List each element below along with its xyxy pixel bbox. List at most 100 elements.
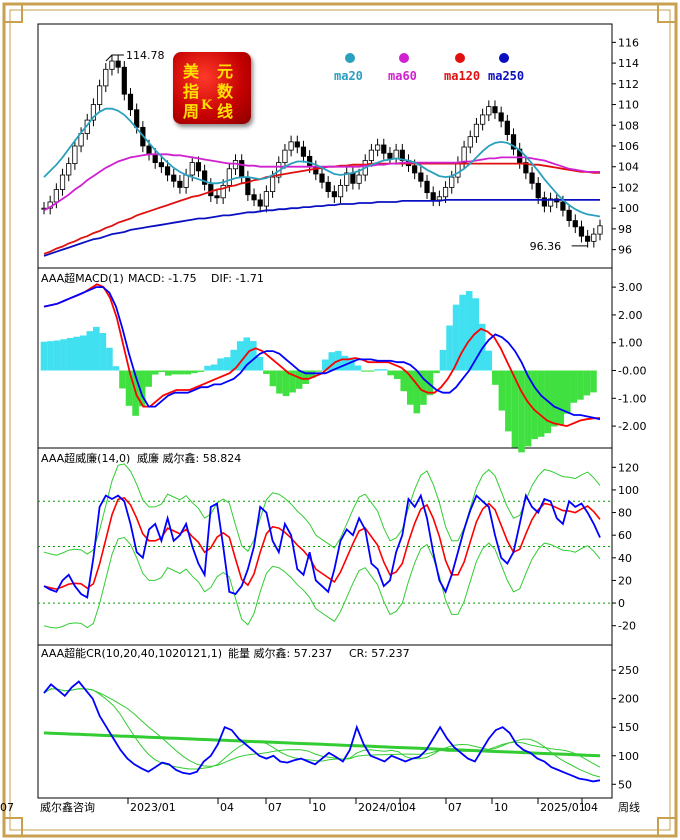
price-candle (158, 162, 164, 168)
cr-axis-tick-3: 100 (618, 750, 639, 763)
wr-axis-tick-1: 100 (618, 484, 639, 497)
price-candle (164, 166, 171, 176)
price-candle (90, 104, 97, 121)
price-candle (127, 93, 134, 111)
macd-histogram-bar (563, 370, 571, 414)
macd-histogram-bar (577, 370, 584, 400)
macd-histogram-bar (263, 370, 270, 374)
price-candle (337, 184, 344, 198)
dif-value-label: DIF: -1.71 (211, 272, 264, 285)
logo-char-4: 数 (217, 82, 234, 101)
logo-char-5: 周 (183, 102, 200, 121)
macd-histogram-bar (315, 370, 323, 372)
macd-histogram-bar (426, 370, 434, 396)
macd-histogram-bar (295, 370, 303, 389)
cr-ma-short (43, 688, 601, 778)
macd-histogram-bar (99, 332, 107, 371)
macd-histogram-bar (557, 370, 565, 425)
macd-histogram-bar (420, 370, 427, 405)
ma20-line (43, 107, 601, 218)
price-axis-tick-0: 116 (618, 36, 639, 49)
price-candle (152, 153, 158, 163)
cr-axis-tick-1: 200 (618, 693, 639, 706)
price-candle (368, 149, 375, 161)
macd-histogram-bar (465, 291, 473, 371)
macd-histogram-bar (79, 335, 87, 371)
wr-axis-tick-3: 60 (618, 529, 632, 542)
price-candle (381, 144, 387, 154)
price-candle (430, 192, 436, 201)
macd-histogram-bar (550, 370, 558, 427)
price-candle (319, 173, 325, 183)
x-tick-1: 2023/01 (130, 801, 176, 814)
ma60-line (43, 153, 600, 212)
macd-histogram-bar (570, 370, 578, 403)
price-candle (134, 109, 140, 128)
legend-ma20: ma20 (334, 69, 363, 83)
price-candle (436, 196, 442, 201)
price-candle (578, 226, 585, 237)
price-axis-tick-6: 104 (618, 161, 639, 174)
macd-histogram-bar (158, 370, 166, 373)
price-axis-tick-5: 106 (618, 140, 639, 153)
x-tick-4: 10 (312, 801, 326, 814)
macd-histogram-bar (321, 359, 329, 371)
macd-histogram-bar (505, 370, 512, 432)
price-candle (572, 220, 578, 228)
ma250-line (43, 198, 600, 257)
macd-histogram-bar (452, 304, 460, 371)
price-candle (66, 163, 72, 176)
wr-value-label: 威廉 威尔鑫: 58.824 (137, 451, 241, 465)
price-candle (208, 183, 214, 197)
price-candle (72, 145, 78, 165)
price-candle (171, 174, 177, 182)
price-candle (115, 60, 121, 68)
legend-dot-ma250 (499, 53, 509, 63)
macd-histogram-bar (47, 341, 54, 371)
price-candle (412, 165, 418, 174)
macd-histogram-bar (106, 347, 113, 371)
logo-char-3: 指 (183, 82, 200, 101)
macd-histogram-bar (348, 357, 355, 371)
price-candle (183, 174, 189, 188)
macd-value-label: MACD: -1.75 (128, 272, 197, 285)
x-tick-11: 07 (0, 801, 14, 814)
price-axis-tick-1: 114 (618, 57, 639, 70)
cr-axis-tick-4: 50 (618, 778, 632, 791)
macd-histogram-bar (446, 325, 453, 371)
macd-histogram-bar (60, 339, 67, 371)
macd-histogram-bar (204, 365, 211, 371)
macd-histogram-bar (459, 294, 466, 371)
macd-axis-tick-0: 3.00 (618, 281, 643, 294)
price-candle (103, 68, 109, 87)
macd-histogram-bar (393, 370, 401, 379)
price-axis-tick-3: 110 (618, 99, 639, 112)
low-label: 96.36 (530, 240, 562, 253)
price-candle (461, 146, 467, 163)
legend-ma60: ma60 (388, 69, 417, 83)
macd-histogram-bar (230, 349, 237, 371)
macd-histogram-bar (511, 370, 519, 448)
price-candle (442, 187, 449, 198)
high-label: 114.78 (126, 49, 165, 62)
price-candle (220, 184, 226, 199)
macd-axis-tick-5: -2.00 (618, 420, 646, 433)
macd-histogram-bar (223, 357, 231, 371)
frame-corner-ornament-1 (657, 3, 677, 23)
macd-histogram-bar (145, 370, 152, 387)
price-candle (424, 180, 430, 194)
price-candle (449, 176, 455, 188)
price-axis-tick-2: 112 (618, 78, 639, 91)
macd-histogram-bar (138, 370, 146, 407)
x-tick-2: 04 (220, 801, 234, 814)
legend-ma120: ma120 (444, 69, 480, 83)
price-candle (393, 149, 399, 159)
legend-dot-ma20 (345, 53, 355, 63)
price-candle (591, 233, 597, 242)
price-candle (121, 66, 127, 95)
price-candle (547, 198, 554, 207)
macd-histogram-bar (361, 370, 368, 372)
price-candle (59, 174, 66, 190)
price-candle (195, 162, 202, 172)
